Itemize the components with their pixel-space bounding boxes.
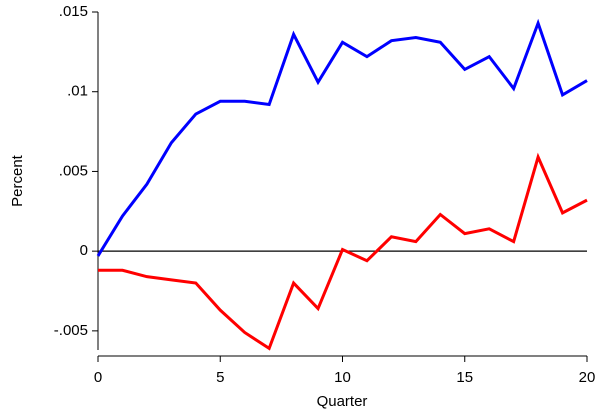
y-tick-label: .015 — [59, 3, 88, 20]
x-tick-label: 0 — [94, 369, 102, 386]
y-tick-label: .01 — [67, 83, 88, 100]
y-axis-title: Percent — [9, 154, 26, 207]
y-tick-label: 0 — [80, 242, 88, 259]
x-tick-label: 10 — [334, 369, 351, 386]
x-tick-label: 5 — [216, 369, 224, 386]
series-line — [98, 152, 588, 351]
y-tick-label: .005 — [59, 162, 88, 179]
y-tick-label: -.005 — [54, 322, 88, 339]
x-tick-label: 15 — [456, 369, 473, 386]
x-axis-title: Quarter — [317, 393, 368, 410]
x-tick-label: 20 — [579, 369, 596, 386]
series-line — [96, 18, 588, 257]
